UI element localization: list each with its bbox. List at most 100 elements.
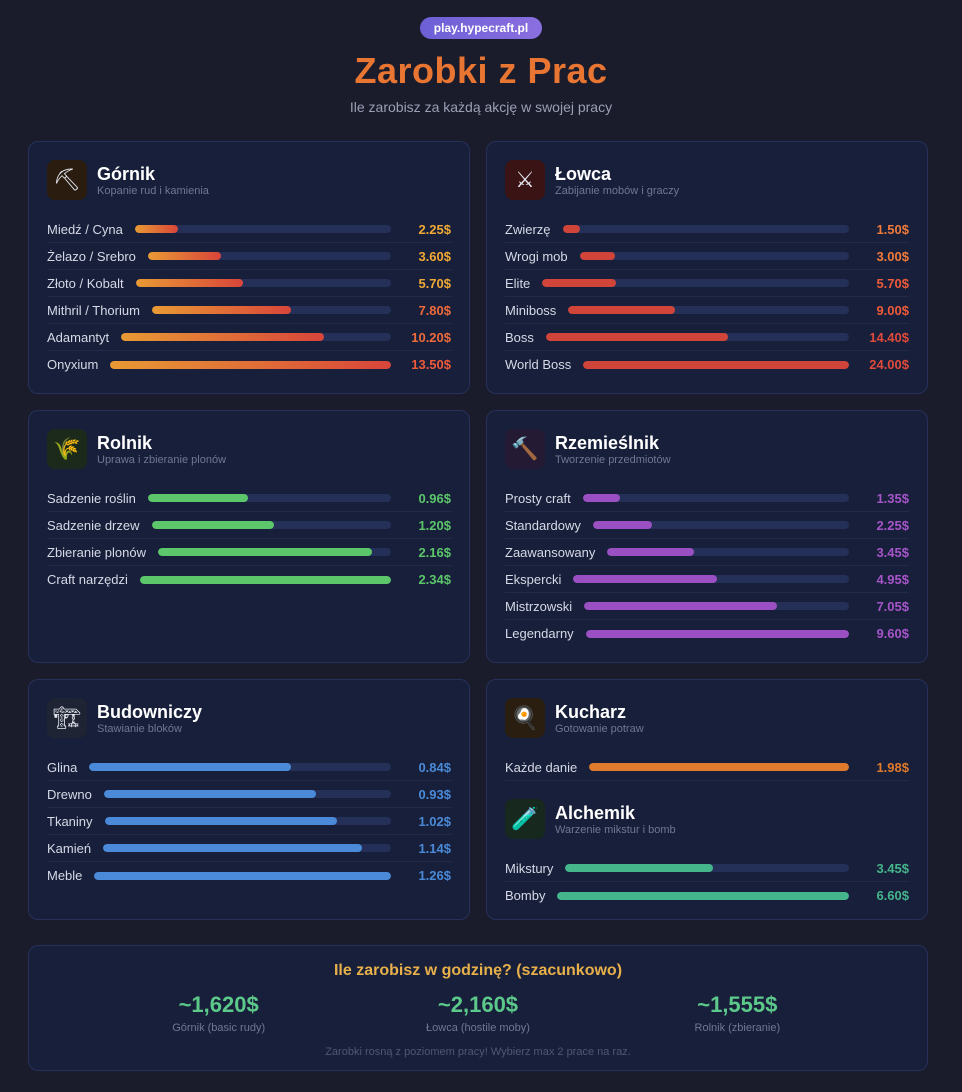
row-label: Onyxium (47, 357, 99, 372)
summary-stat-gornik: ~1,620$ Górnik (basic rudy) (119, 992, 319, 1034)
row-value: 1.20$ (418, 517, 451, 533)
earning-row: Legendarny 9.60$ (505, 620, 909, 647)
job-card-budowniczy: 🏗 Budowniczy Stawianie bloków Glina 0.84$ Dre… (28, 679, 470, 920)
earning-row: Meble 1.26$ (47, 862, 451, 889)
earning-row: Tkaniny 1.02$ (47, 808, 451, 835)
jobs-grid: ⛏ Górnik Kopanie rud i kamienia Miedź / Cyn… (28, 141, 928, 920)
job-header: ⚔ Łowca Zabijanie mobów i graczy (505, 160, 909, 200)
job-card-gornik: ⛏ Górnik Kopanie rud i kamienia Miedź / Cyn… (28, 141, 470, 394)
job-description: Kopanie rud i kamienia (97, 184, 209, 197)
earning-bar (147, 494, 391, 502)
job-title-block: Łowca Zabijanie mobów i graczy (555, 164, 679, 197)
job-card-lowca: ⚔ Łowca Zabijanie mobów i graczy Zwierzę 1.5… (486, 141, 928, 394)
job-description: Uprawa i zbieranie plonów (97, 453, 227, 466)
row-value: 2.34$ (418, 572, 451, 587)
page-subtitle: Ile zarobisz za każdą akcję w swojej pra… (349, 99, 613, 115)
earning-bar-fill (573, 575, 717, 583)
earning-bar (589, 763, 849, 771)
row-label: Zbieranie plonów (47, 544, 147, 560)
earning-row: Onyxium 13.50$ (47, 351, 451, 378)
earning-row: Mikstury 3.45$ (505, 855, 909, 882)
earning-bar-fill (103, 790, 317, 798)
stat-value: ~1,620$ (178, 992, 259, 1017)
row-label: Zaawansowany (505, 544, 596, 560)
earning-bar-fill (582, 494, 621, 502)
earning-bar (139, 575, 391, 584)
job-description: Gotowanie potraw (555, 722, 644, 735)
row-label: Elite (505, 275, 531, 291)
earning-bar-fill (147, 494, 248, 502)
row-label: Kamień (47, 840, 92, 856)
earning-bar (89, 763, 391, 771)
earning-bar (104, 817, 391, 825)
earning-bar-fill (151, 521, 274, 529)
row-value: 1.35$ (876, 490, 909, 506)
earning-bar (562, 225, 849, 233)
job-name: Łowca (555, 163, 612, 184)
earning-row: Złoto / Kobalt 5.70$ (47, 270, 451, 297)
earning-bar-fill (565, 864, 713, 872)
row-value: 9.00$ (876, 302, 909, 318)
row-value: 5.70$ (876, 275, 909, 291)
row-value: 6.60$ (876, 888, 909, 903)
earning-row: Boss 14.40$ (505, 324, 909, 351)
row-value: 2.16$ (418, 544, 451, 560)
earning-row: Mithril / Thorium 7.80$ (47, 297, 451, 324)
crane-icon: 🏗 (47, 698, 87, 738)
earning-row: Miniboss 9.00$ (505, 297, 909, 324)
earning-bar (103, 844, 391, 852)
row-label: Sadzenie roślin (47, 490, 136, 506)
earning-bar (584, 602, 849, 610)
earning-bar-fill (589, 763, 849, 771)
row-label: World Boss (505, 357, 572, 372)
job-title-block: Rzemieślnik Tworzenie przedmiotów (555, 433, 671, 466)
crossed-swords-icon: ⚔ (505, 160, 545, 200)
earning-bar (565, 864, 849, 872)
row-label: Sadzenie drzew (47, 517, 140, 533)
earning-bar-fill (135, 279, 243, 287)
earning-bar (103, 790, 391, 798)
stat-value: ~2,160$ (437, 992, 519, 1017)
row-value: 3.45$ (876, 544, 909, 560)
row-label: Prosty craft (505, 490, 571, 506)
job-header: 🍳 Kucharz Gotowanie potraw (505, 698, 909, 738)
earning-row: Każde danie 1.98$ (505, 754, 909, 781)
row-label: Boss (505, 329, 534, 345)
row-label: Mistrzowski (505, 598, 573, 614)
job-name: Kucharz (555, 701, 627, 722)
row-label: Legendarny (505, 626, 574, 641)
earning-bar (121, 333, 391, 341)
job-title-block: Alchemik Warzenie mikstur i bomb (555, 803, 676, 836)
earning-bar-fill (542, 279, 616, 287)
earning-bar-fill (94, 871, 391, 880)
job-name: Budowniczy (97, 701, 203, 722)
earning-bar-fill (583, 360, 849, 369)
earning-bar (579, 252, 849, 260)
row-value: 5.70$ (418, 275, 451, 291)
row-value: 1.98$ (876, 759, 909, 775)
row-label: Każde danie (505, 759, 578, 775)
row-label: Wrogi mob (505, 248, 568, 264)
summary-stats: ~1,620$ Górnik (basic rudy) ~2,160$ Łowc… (29, 992, 927, 1034)
row-value: 0.84$ (418, 759, 451, 775)
job-description: Warzenie mikstur i bomb (555, 823, 676, 836)
row-label: Miedź / Cyna (47, 221, 123, 237)
earning-row: Zbieranie plonów 2.16$ (47, 539, 451, 566)
page-header: play.hypecraft.pl Zarobki z Prac Ile zar… (0, 0, 962, 115)
job-header: 🧪 Alchemik Warzenie mikstur i bomb (505, 799, 909, 839)
earning-bar-fill (89, 763, 292, 771)
row-value: 3.00$ (876, 248, 909, 264)
earning-bar-fill (151, 306, 291, 314)
earning-row: Zaawansowany 3.45$ (505, 539, 909, 566)
frying-pan-icon: 🍳 (505, 698, 545, 738)
row-value: 1.26$ (418, 868, 451, 883)
earning-bar (568, 306, 849, 314)
earning-row: Bomby 6.60$ (505, 882, 909, 909)
row-label: Standardowy (505, 517, 581, 533)
earning-bar (151, 521, 391, 529)
potion-icon: 🧪 (505, 799, 545, 839)
earning-bar-fill (579, 252, 615, 260)
earning-row: Drewno 0.93$ (47, 781, 451, 808)
job-title-block: Kucharz Gotowanie potraw (555, 702, 644, 735)
server-address-badge[interactable]: play.hypecraft.pl (419, 17, 543, 39)
